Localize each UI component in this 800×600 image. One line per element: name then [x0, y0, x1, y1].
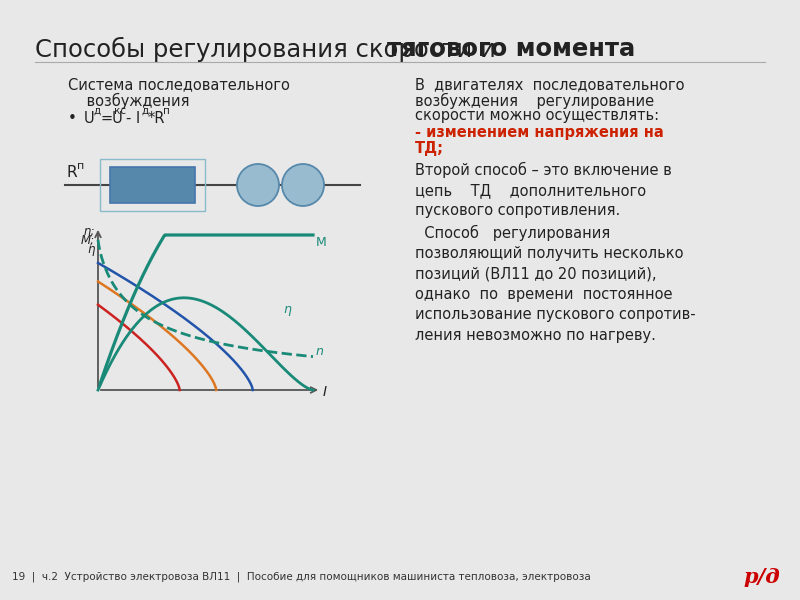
- Text: I: I: [323, 385, 327, 399]
- Text: M: M: [316, 236, 326, 249]
- Text: скорости можно осуществлять:: скорости можно осуществлять:: [415, 108, 659, 123]
- Text: R: R: [66, 165, 77, 180]
- Text: n;: n;: [83, 225, 95, 238]
- Text: д: д: [93, 106, 100, 116]
- Text: U: U: [84, 111, 94, 126]
- Text: возбуждения: возбуждения: [68, 93, 190, 109]
- Text: кс: кс: [114, 106, 126, 116]
- Text: п: п: [163, 106, 170, 116]
- Text: В  двигателях  последовательного: В двигателях последовательного: [415, 77, 685, 92]
- Text: Способы регулирования скорости и: Способы регулирования скорости и: [35, 37, 504, 62]
- Text: п: п: [77, 161, 84, 171]
- Text: •: •: [68, 111, 77, 126]
- Text: η: η: [283, 303, 291, 316]
- Text: Второй способ – это включение в
цепь    ТД    дополнительного
пускового сопротив: Второй способ – это включение в цепь ТД …: [415, 161, 696, 343]
- Text: 19  |  ч.2  Устройство электровоза ВЛ11  |  Пособие для помощников машиниста теп: 19 | ч.2 Устройство электровоза ВЛ11 | П…: [12, 571, 590, 582]
- Text: Система последовательного: Система последовательного: [68, 77, 290, 92]
- Text: =U: =U: [100, 111, 122, 126]
- Text: д: д: [141, 106, 148, 116]
- Text: n: n: [316, 345, 324, 358]
- Text: η: η: [87, 243, 95, 256]
- Text: тягового момента: тягового момента: [387, 37, 635, 61]
- Text: - I: - I: [126, 111, 140, 126]
- Text: возбуждения    регулирование: возбуждения регулирование: [415, 92, 654, 109]
- Bar: [100, 159, 205, 211]
- Text: M;: M;: [81, 234, 95, 247]
- Text: *R: *R: [148, 111, 166, 126]
- Ellipse shape: [282, 164, 324, 206]
- Text: - изменением напряжения на: - изменением напряжения на: [415, 125, 664, 140]
- Bar: [110, 167, 195, 203]
- Ellipse shape: [237, 164, 279, 206]
- Text: ТД;: ТД;: [415, 142, 444, 157]
- Text: р/д: р/д: [743, 566, 780, 587]
